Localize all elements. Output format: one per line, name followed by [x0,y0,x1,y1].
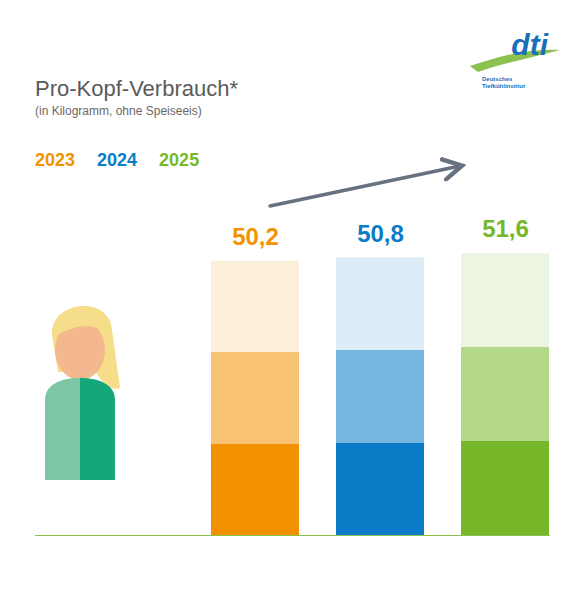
svg-text:Deutsches: Deutsches [482,76,513,82]
html-text:(in Kilogramm, ohne Speiseeis): (in Kilogramm, ohne Speiseeis) [35,104,202,118]
svg-text:50,2: 50,2 [232,223,279,250]
svg-text:Tiefkühlinstitut: Tiefkühlinstitut [482,83,525,89]
svg-text:50,8: 50,8 [357,220,404,247]
html-text:Pro-Kopf-Verbrauch*: Pro-Kopf-Verbrauch* [35,76,238,101]
html-text:2025: 2025 [159,150,200,170]
html-text:2024: 2024 [97,150,138,170]
html-text:2023: 2023 [35,150,75,170]
svg-text:51,6: 51,6 [482,215,529,242]
svg-text:dti: dti [511,28,548,61]
